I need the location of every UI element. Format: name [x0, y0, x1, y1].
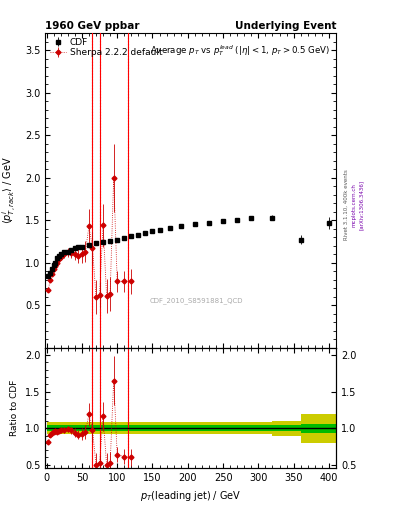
Text: 1960 GeV ppbar: 1960 GeV ppbar [45, 20, 140, 31]
Text: Rivet 3.1.10, 400k events: Rivet 3.1.10, 400k events [344, 169, 349, 240]
Y-axis label: Ratio to CDF: Ratio to CDF [10, 380, 19, 436]
Text: CDF_2010_S8591881_QCD: CDF_2010_S8591881_QCD [150, 297, 243, 304]
Text: mcplots.cern.ch: mcplots.cern.ch [352, 183, 357, 227]
X-axis label: $p_T$(leading jet) / GeV: $p_T$(leading jet) / GeV [140, 489, 241, 503]
Legend: CDF, Sherpa 2.2.2 default: CDF, Sherpa 2.2.2 default [48, 36, 164, 59]
Text: [arXiv:1306.3436]: [arXiv:1306.3436] [358, 180, 364, 230]
Text: Underlying Event: Underlying Event [235, 20, 336, 31]
Y-axis label: $\langle p^i_{T,rack} \rangle$ / GeV: $\langle p^i_{T,rack} \rangle$ / GeV [1, 156, 19, 224]
Text: Average $p_T$ vs $p_T^{lead}$ ($|\eta| < 1$, $p_T > 0.5$ GeV): Average $p_T$ vs $p_T^{lead}$ ($|\eta| <… [150, 42, 330, 58]
